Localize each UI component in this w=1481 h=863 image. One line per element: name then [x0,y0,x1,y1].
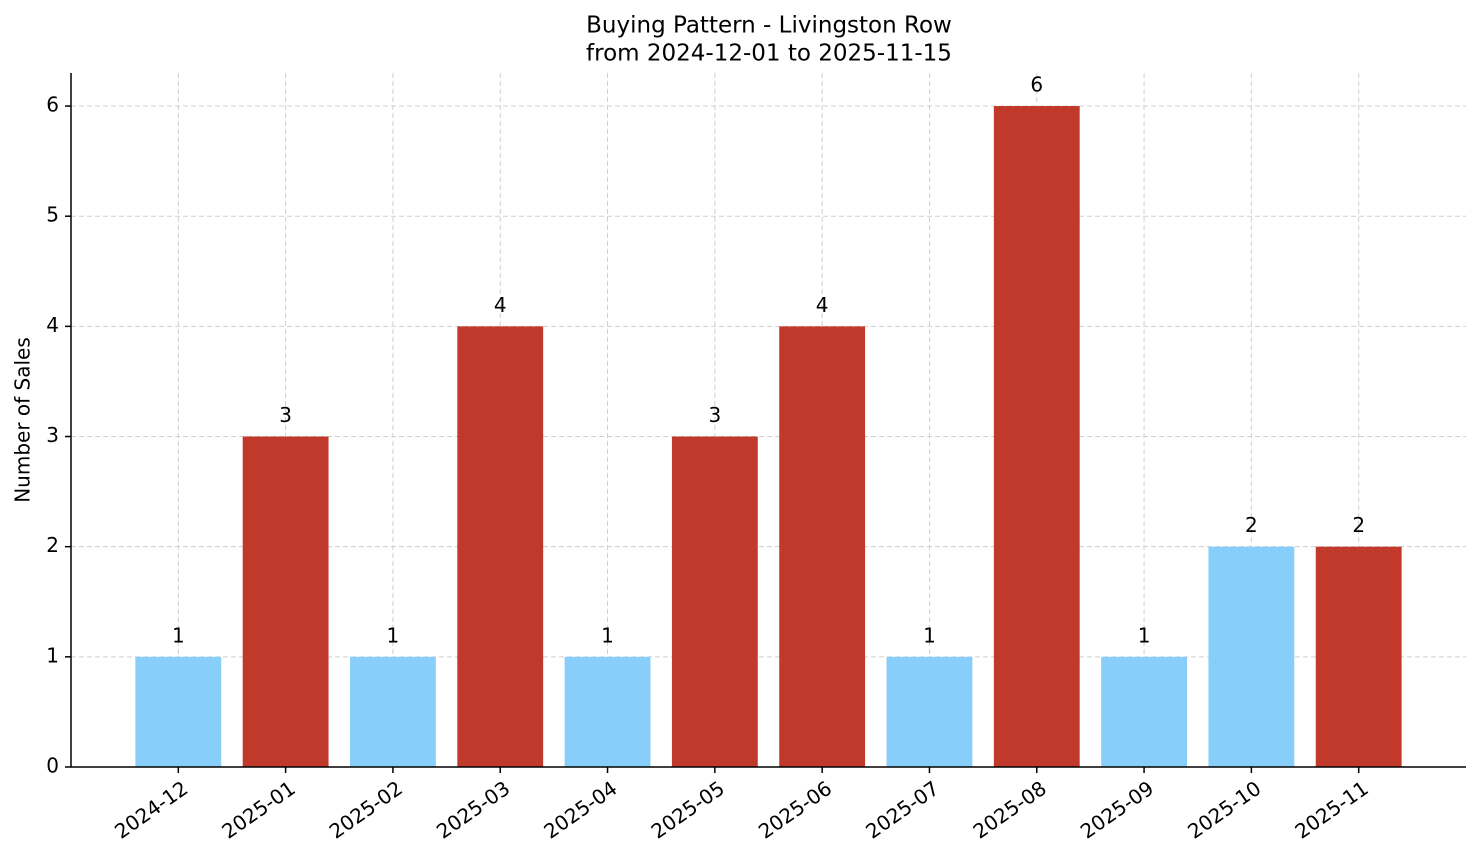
x-tick-label: 2025-09 [1076,776,1158,844]
x-tick-label: 2025-03 [432,776,514,844]
bar [457,326,544,767]
data-label: 3 [708,403,721,427]
data-label: 1 [387,623,400,647]
bar [886,656,973,767]
y-axis-label: Number of Sales [11,337,35,503]
chart-subtitle: from 2024-12-01 to 2025-11-15 [586,41,952,67]
y-tick-label: 2 [46,533,59,557]
x-tick-label: 2025-06 [754,776,836,844]
x-tick-label: 2024-12 [110,776,192,844]
x-tick-label: 2025-07 [861,776,943,844]
y-tick-label: 4 [46,313,59,337]
y-tick-label: 6 [46,93,59,117]
data-label: 2 [1352,513,1365,537]
bar [242,436,329,767]
data-label: 3 [279,403,292,427]
x-tick-label: 2025-11 [1290,776,1372,844]
x-tick-label: 2025-10 [1183,776,1265,844]
data-label: 1 [1138,623,1151,647]
data-label: 1 [923,623,936,647]
bar [564,656,651,767]
x-tick-label: 2025-08 [969,776,1051,844]
y-tick-label: 0 [46,754,59,778]
y-tick-label: 1 [46,643,59,667]
chart-title: Buying Pattern - Livingston Row [586,13,952,39]
x-tick-label: 2025-02 [325,776,407,844]
bar [1315,546,1402,767]
data-label: 2 [1245,513,1258,537]
bar [993,106,1080,768]
x-tick-label: 2025-01 [217,776,299,844]
bar [135,656,222,767]
data-label: 4 [816,293,829,317]
bar [1101,656,1187,767]
data-label: 6 [1030,73,1043,97]
data-label: 1 [601,623,614,647]
data-label: 1 [172,623,185,647]
bar [1208,546,1295,767]
data-label: 4 [494,293,507,317]
bar [350,656,436,767]
y-tick-label: 3 [46,423,59,447]
bar [671,436,758,767]
y-tick-label: 5 [46,203,59,227]
x-tick-label: 2025-05 [647,776,729,844]
x-tick-label: 2025-04 [539,776,621,844]
bar [779,326,866,767]
